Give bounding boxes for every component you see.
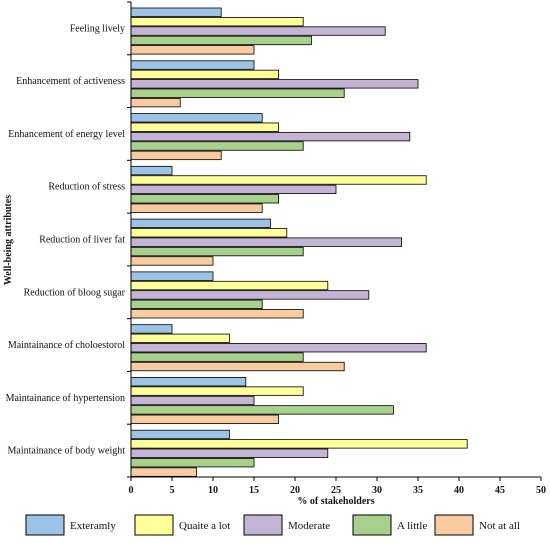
category-label: Reduction of bloog sugar xyxy=(24,287,126,298)
bar-0-1 xyxy=(130,60,255,70)
bar-4-7 xyxy=(130,414,280,424)
bar-4-2 xyxy=(130,150,222,161)
bar-4-3 xyxy=(130,203,263,213)
bar-2-1 xyxy=(130,79,419,89)
bar-4-4 xyxy=(130,256,214,266)
category-label: Maintainance of choloestorol xyxy=(8,340,125,351)
x-tick-label: 40 xyxy=(454,485,464,496)
bar-1-6 xyxy=(130,333,230,343)
legend-label: Exteramly xyxy=(70,520,116,532)
legend-swatch xyxy=(243,514,283,536)
x-tick-label: 35 xyxy=(413,485,423,496)
category-label: Enhancement of energy level xyxy=(8,129,125,140)
bar-0-0 xyxy=(130,7,222,17)
x-tick-label: 45 xyxy=(495,485,505,496)
bar-1-8 xyxy=(130,439,468,449)
legend-swatch xyxy=(434,514,474,536)
bar-2-6 xyxy=(130,343,427,353)
bar-1-3 xyxy=(130,175,427,185)
category-label: Reduction of liver fat xyxy=(39,235,125,246)
bar-4-6 xyxy=(130,361,345,372)
bar-2-4 xyxy=(130,237,403,247)
x-tick-label: 10 xyxy=(208,485,218,496)
bar-1-2 xyxy=(130,122,280,132)
x-tick-label: 0 xyxy=(129,485,134,496)
bar-3-8 xyxy=(130,458,255,468)
legend: Exteramly Quaite a lot Moderate A little Not… xyxy=(25,514,520,536)
bar-3-3 xyxy=(130,194,280,204)
bar-1-1 xyxy=(130,69,280,80)
category-label: Maintainance of body weight xyxy=(8,446,126,457)
axes-layer xyxy=(127,1,542,481)
category-label: Feeling lively xyxy=(70,23,125,34)
legend-swatch xyxy=(352,514,392,536)
category-label: Reduction of stress xyxy=(48,182,125,193)
bar-4-1 xyxy=(130,97,181,108)
bars-layer xyxy=(130,7,468,477)
bar-0-7 xyxy=(130,377,247,387)
x-tick-label: 15 xyxy=(249,485,259,496)
x-tick-label: 25 xyxy=(331,485,341,496)
bar-4-8 xyxy=(130,467,197,477)
x-tick-label: 5 xyxy=(170,485,175,496)
bar-0-2 xyxy=(130,113,263,123)
bar-3-7 xyxy=(130,405,394,415)
bar-2-7 xyxy=(130,395,255,406)
bar-3-4 xyxy=(130,246,304,257)
bar-4-5 xyxy=(130,309,304,319)
legend-label: Not at all xyxy=(479,520,520,532)
category-label: Maintainance of hypertension xyxy=(6,393,125,404)
legend-label: Quaite a lot xyxy=(179,520,230,532)
bar-3-6 xyxy=(130,352,304,362)
bar-0-8 xyxy=(130,429,230,440)
legend-label: A little xyxy=(397,520,427,532)
bar-2-2 xyxy=(130,131,411,142)
bar-3-0 xyxy=(130,35,312,46)
bar-3-2 xyxy=(130,141,304,151)
category-label: Enhancement of activeness xyxy=(16,76,125,87)
bar-0-6 xyxy=(130,324,173,334)
legend-label: Moderate xyxy=(288,520,330,532)
x-tick-label: 50 xyxy=(536,485,546,496)
bar-1-7 xyxy=(130,386,304,396)
bar-1-4 xyxy=(130,228,288,238)
bar-2-8 xyxy=(130,448,329,458)
legend-swatch xyxy=(25,514,65,536)
bar-3-1 xyxy=(130,88,345,98)
bar-0-3 xyxy=(130,165,173,176)
y-axis-title: Well-being attributes xyxy=(3,195,14,285)
bar-4-0 xyxy=(130,45,255,55)
bar-0-4 xyxy=(130,218,271,229)
x-axis-title: % of stakeholders xyxy=(297,496,374,507)
bar-3-5 xyxy=(130,299,263,309)
bar-2-0 xyxy=(130,26,386,36)
x-tick-label: 20 xyxy=(290,485,300,496)
x-tick-label: 30 xyxy=(372,485,382,496)
labels-layer: Feeling lively Enhancement of activeness E… xyxy=(6,23,546,496)
bar-2-3 xyxy=(130,184,337,195)
bar-1-5 xyxy=(130,280,329,291)
bar-2-5 xyxy=(130,290,370,300)
bar-0-5 xyxy=(130,271,214,281)
bar-1-0 xyxy=(130,16,304,27)
legend-swatch xyxy=(134,514,174,536)
